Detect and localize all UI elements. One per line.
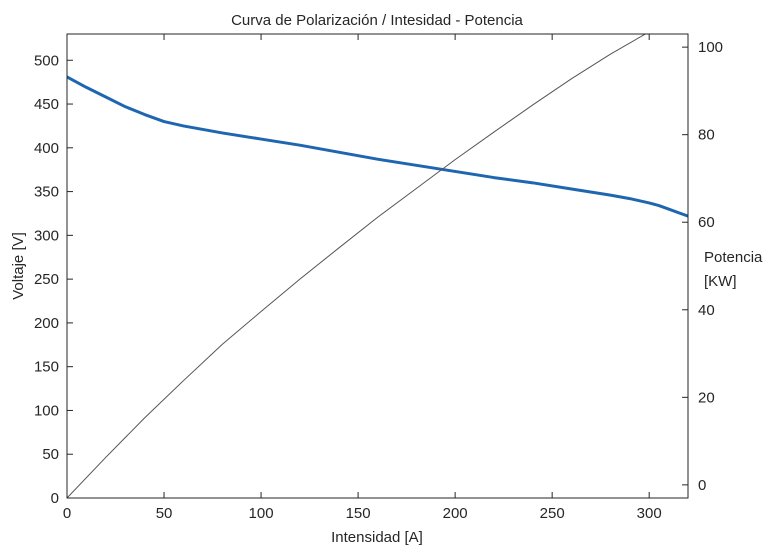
y-tick-label: 300	[34, 227, 59, 244]
y-tick-label: 100	[34, 402, 59, 419]
y-tick-label: 450	[34, 96, 59, 113]
y-right-tick-label: 100	[698, 39, 723, 56]
y-right-tick-label: 20	[698, 389, 715, 406]
series-potencia-line	[67, 34, 647, 498]
y-tick-label: 50	[42, 446, 59, 463]
y-axis-right-label-line-2: [KW]	[704, 273, 737, 290]
y-axis-right-label-line-1: Potencia	[704, 249, 763, 266]
y-tick-label: 400	[34, 140, 59, 157]
x-tick-label: 0	[63, 505, 71, 522]
y-tick-label: 350	[34, 184, 59, 201]
y-tick-label: 250	[34, 271, 59, 288]
x-tick-label: 250	[540, 505, 565, 522]
series-voltaje-line	[67, 75, 688, 218]
x-tick-label: 50	[156, 505, 173, 522]
y-right-tick-label: 40	[698, 302, 715, 319]
x-tick-label: 300	[637, 505, 662, 522]
x-tick-label: 200	[443, 505, 468, 522]
y-right-tick-label: 0	[698, 477, 706, 494]
x-tick-label: 150	[346, 505, 371, 522]
y-axis-left: 0 50 100 150 200 250 300 350 400 450 500	[34, 52, 73, 507]
plot-area	[67, 34, 688, 498]
y-tick-label: 200	[34, 315, 59, 332]
y-right-tick-label: 60	[698, 214, 715, 231]
y-axis-right: 0 20 40 60 80 100	[682, 39, 723, 494]
y-tick-label: 0	[51, 490, 59, 507]
x-axis: 0 50 100 150 200 250 300	[63, 34, 662, 522]
y-tick-label: 150	[34, 359, 59, 376]
plot-frame	[66, 33, 689, 499]
chart-title: Curva de Polarización / Intesidad - Pote…	[231, 12, 523, 29]
x-tick-label: 100	[249, 505, 274, 522]
y-axis-label: Voltaje [V]	[10, 232, 27, 300]
y-tick-label: 500	[34, 52, 59, 69]
x-axis-label: Intensidad [A]	[331, 529, 423, 546]
series-layer	[67, 34, 688, 498]
y-right-tick-label: 80	[698, 127, 715, 144]
